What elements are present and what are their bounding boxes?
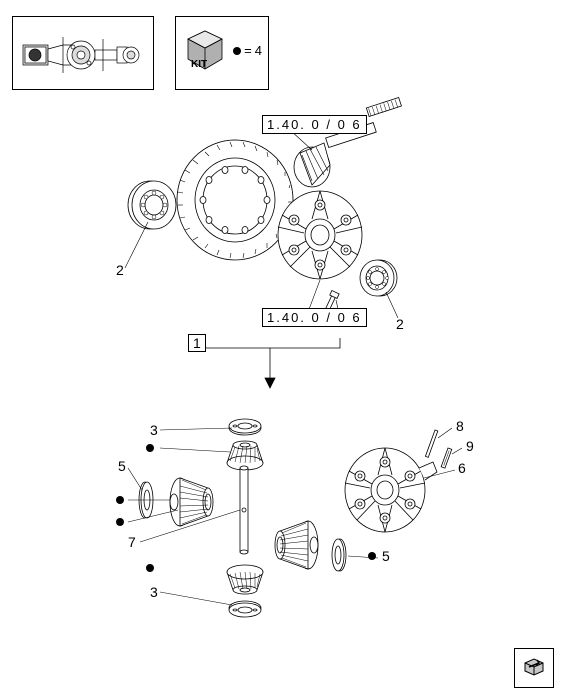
ref-box-mid: 1.40. 0 / 0 6 (262, 308, 367, 327)
bullet-icon (116, 496, 124, 504)
callout-3-upper: 3 (150, 422, 158, 438)
callout-7: 7 (128, 534, 136, 550)
callout-8: 8 (456, 418, 464, 434)
ref-box-top: 1.40. 0 / 0 6 (262, 115, 367, 134)
callout-9: 9 (466, 438, 474, 454)
main-diagram (0, 0, 566, 700)
nav-next-button[interactable] (514, 648, 554, 688)
arrow-cube-icon (519, 653, 549, 683)
callout-2-right: 2 (396, 316, 404, 332)
bullet-icon (146, 444, 154, 452)
bullet-icon (368, 552, 376, 560)
callout-3-lower: 3 (150, 584, 158, 600)
callout-5-right: 5 (382, 548, 390, 564)
callout-6: 6 (458, 460, 466, 476)
callout-5-left: 5 (118, 458, 126, 474)
callout-2-left: 2 (116, 262, 124, 278)
callout-1: 1 (188, 334, 206, 352)
bullet-icon (116, 518, 124, 526)
bullet-icon (146, 564, 154, 572)
